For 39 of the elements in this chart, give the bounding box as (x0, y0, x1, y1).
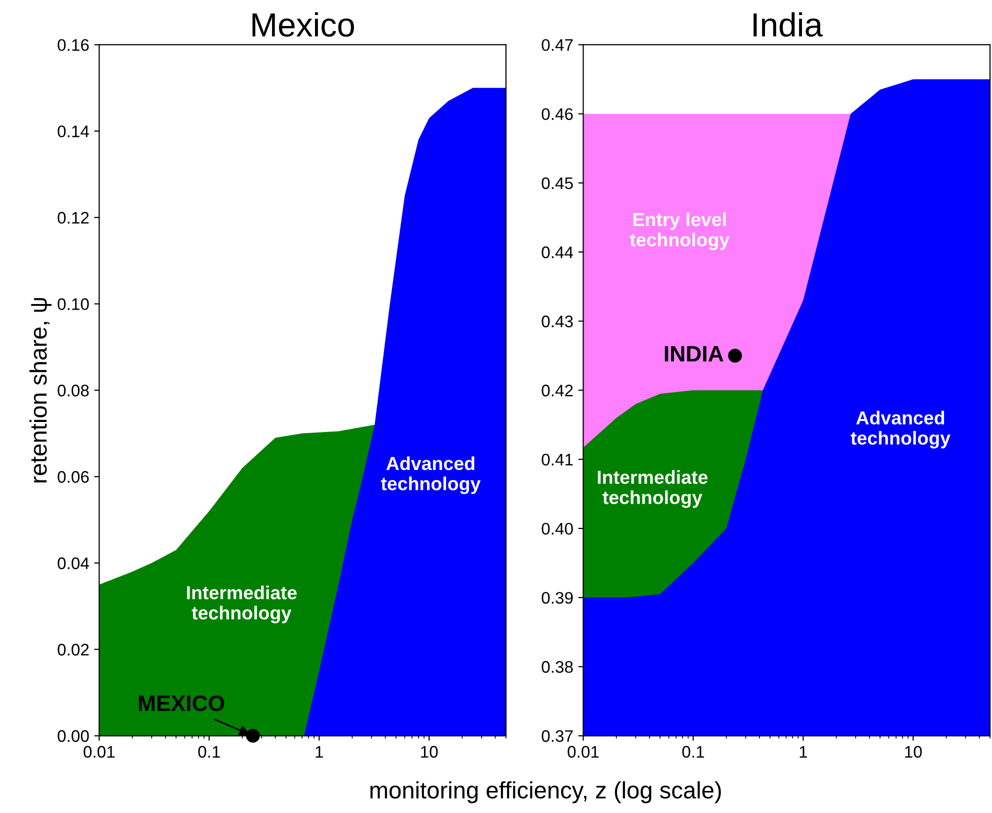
y-tick-label: 0.42 (542, 384, 573, 396)
annotation: Entry level technology (630, 212, 730, 250)
y-tick-label: 0.41 (542, 454, 573, 466)
series-label: MEXICO (138, 695, 224, 712)
y-tick-label: 0.08 (58, 384, 89, 396)
series-label: INDIA (664, 346, 724, 362)
y-tick-label: 0.16 (58, 39, 89, 51)
annotation: Intermediate technology (598, 470, 708, 508)
y-tick-label: 0.00 (58, 730, 89, 742)
annotation: Intermediate technology (187, 586, 297, 624)
y-tick-label: 0.47 (542, 39, 573, 51)
y-tick-label: 0.39 (542, 592, 573, 604)
annotation: Advanced technology (380, 456, 481, 494)
x-tick-label: 0.01 (568, 746, 599, 758)
y-tick-label: 0.45 (542, 177, 573, 190)
x-tick-label: 0.01 (84, 746, 115, 758)
x-tick-label: 0.1 (198, 746, 220, 758)
y-tick-label: 0.43 (542, 316, 573, 328)
x-axis-title: monitoring efficiency, z (log scale) (370, 781, 721, 804)
y-tick-label: 0.44 (542, 246, 574, 258)
x-tick-label: 10 (905, 746, 922, 758)
y-tick-label: 0.38 (542, 661, 573, 673)
y-tick-label: 0.12 (58, 212, 89, 224)
x-tick-label: 1 (316, 746, 323, 758)
y-tick-label: 0.46 (542, 108, 573, 120)
y-tick-label: 0.06 (58, 471, 89, 483)
x-tick-label: 1 (800, 746, 808, 758)
chart-title: Mexico (252, 12, 354, 37)
y-tick-label: 0.40 (542, 522, 573, 535)
y-tick-label: 0.02 (58, 644, 89, 656)
y-tick-label: 0.37 (542, 730, 573, 742)
chart-title: India (754, 12, 823, 37)
x-tick-label: 0.1 (682, 746, 704, 758)
x-tick-label: 10 (421, 746, 438, 758)
y-tick-label: 0.10 (58, 298, 89, 310)
annotation: Advanced technology (850, 410, 950, 449)
y-tick-label: 0.04 (58, 557, 89, 570)
y-tick-label: 0.14 (58, 125, 89, 138)
y-axis-title: retention share, ψ (29, 298, 52, 482)
